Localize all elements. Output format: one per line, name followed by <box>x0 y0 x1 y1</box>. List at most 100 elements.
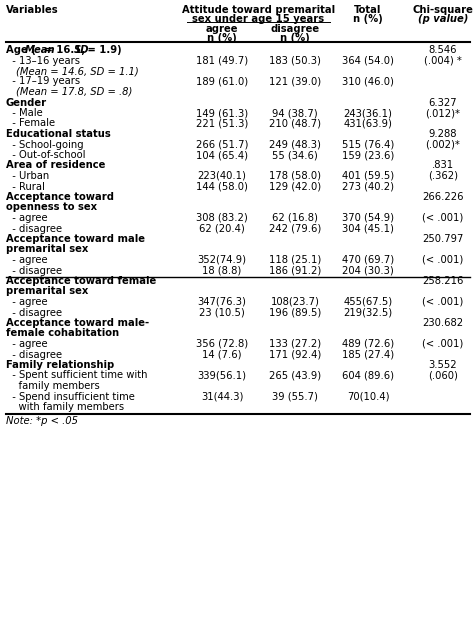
Text: 118 (25.1): 118 (25.1) <box>269 255 321 265</box>
Text: n (%): n (%) <box>280 33 310 43</box>
Text: - School-going: - School-going <box>6 140 83 150</box>
Text: 604 (89.6): 604 (89.6) <box>342 371 394 381</box>
Text: 171 (92.4): 171 (92.4) <box>269 349 321 360</box>
Text: - Urban: - Urban <box>6 171 49 181</box>
Text: premarital sex: premarital sex <box>6 244 88 255</box>
Text: - disagree: - disagree <box>6 223 62 234</box>
Text: 62 (16.8): 62 (16.8) <box>272 213 318 223</box>
Text: 181 (49.7): 181 (49.7) <box>196 56 248 65</box>
Text: Attitude toward premarital: Attitude toward premarital <box>182 5 335 15</box>
Text: 108(23.7): 108(23.7) <box>271 297 319 307</box>
Text: Variables: Variables <box>6 5 59 15</box>
Text: 144 (58.0): 144 (58.0) <box>196 182 248 191</box>
Text: 339(56.1): 339(56.1) <box>198 371 246 381</box>
Text: 356 (72.8): 356 (72.8) <box>196 339 248 349</box>
Text: .831: .831 <box>432 161 454 170</box>
Text: 352(74.9): 352(74.9) <box>198 255 246 265</box>
Text: openness to sex: openness to sex <box>6 202 97 212</box>
Text: 183 (50.3): 183 (50.3) <box>269 56 321 65</box>
Text: 9.288: 9.288 <box>429 129 457 139</box>
Text: 31(44.3): 31(44.3) <box>201 392 243 401</box>
Text: disagree: disagree <box>271 24 319 34</box>
Text: Age (: Age ( <box>6 45 36 55</box>
Text: 55 (34.6): 55 (34.6) <box>272 150 318 160</box>
Text: Total: Total <box>354 5 382 15</box>
Text: - 13–16 years: - 13–16 years <box>6 56 80 65</box>
Text: 347(76.3): 347(76.3) <box>198 297 246 307</box>
Text: (< .001): (< .001) <box>422 297 464 307</box>
Text: with family members: with family members <box>6 402 124 412</box>
Text: Note: *p < .05: Note: *p < .05 <box>6 417 78 426</box>
Text: 149 (61.3): 149 (61.3) <box>196 108 248 118</box>
Text: (< .001): (< .001) <box>422 213 464 223</box>
Text: - disagree: - disagree <box>6 307 62 317</box>
Text: 364 (54.0): 364 (54.0) <box>342 56 394 65</box>
Text: 185 (27.4): 185 (27.4) <box>342 349 394 360</box>
Text: - Spent sufficient time with: - Spent sufficient time with <box>6 371 147 381</box>
Text: 8.546: 8.546 <box>429 45 457 55</box>
Text: 189 (61.0): 189 (61.0) <box>196 77 248 86</box>
Text: Mean: Mean <box>25 45 55 55</box>
Text: (Mean = 14.6, SD = 1.1): (Mean = 14.6, SD = 1.1) <box>16 66 139 76</box>
Text: 470 (69.7): 470 (69.7) <box>342 255 394 265</box>
Text: 265 (43.9): 265 (43.9) <box>269 371 321 381</box>
Text: (.060): (.060) <box>428 371 458 381</box>
Text: 515 (76.4): 515 (76.4) <box>342 140 394 150</box>
Text: Educational status: Educational status <box>6 129 111 139</box>
Text: (Mean = 17.8, SD = .8): (Mean = 17.8, SD = .8) <box>16 87 132 97</box>
Text: 6.327: 6.327 <box>428 97 457 108</box>
Text: 121 (39.0): 121 (39.0) <box>269 77 321 86</box>
Text: - Female: - Female <box>6 118 55 129</box>
Text: 273 (40.2): 273 (40.2) <box>342 182 394 191</box>
Text: (.362): (.362) <box>428 171 458 181</box>
Text: Family relationship: Family relationship <box>6 360 114 370</box>
Text: 70(10.4): 70(10.4) <box>347 392 389 401</box>
Text: 196 (89.5): 196 (89.5) <box>269 307 321 317</box>
Text: 104 (65.4): 104 (65.4) <box>196 150 248 160</box>
Text: (< .001): (< .001) <box>422 255 464 265</box>
Text: Area of residence: Area of residence <box>6 161 105 170</box>
Text: 242 (79.6): 242 (79.6) <box>269 223 321 234</box>
Text: - agree: - agree <box>6 213 47 223</box>
Text: 14 (7.6): 14 (7.6) <box>202 349 242 360</box>
Text: Acceptance toward female: Acceptance toward female <box>6 276 156 286</box>
Text: (.012)*: (.012)* <box>426 108 461 118</box>
Text: 223(40.1): 223(40.1) <box>198 171 246 181</box>
Text: = 16.1,: = 16.1, <box>41 45 89 55</box>
Text: 3.552: 3.552 <box>428 360 457 370</box>
Text: 304 (45.1): 304 (45.1) <box>342 223 394 234</box>
Text: 62 (20.4): 62 (20.4) <box>199 223 245 234</box>
Text: - Rural: - Rural <box>6 182 45 191</box>
Text: - agree: - agree <box>6 339 47 349</box>
Text: SD: SD <box>74 45 90 55</box>
Text: - 17–19 years: - 17–19 years <box>6 77 80 86</box>
Text: family members: family members <box>6 381 100 391</box>
Text: 23 (10.5): 23 (10.5) <box>199 307 245 317</box>
Text: - Spend insufficient time: - Spend insufficient time <box>6 392 135 401</box>
Text: - agree: - agree <box>6 297 47 307</box>
Text: female cohabitation: female cohabitation <box>6 328 119 339</box>
Text: Acceptance toward male: Acceptance toward male <box>6 234 145 244</box>
Text: - disagree: - disagree <box>6 266 62 275</box>
Text: 266 (51.7): 266 (51.7) <box>196 140 248 150</box>
Text: 401 (59.5): 401 (59.5) <box>342 171 394 181</box>
Text: 186 (91.2): 186 (91.2) <box>269 266 321 275</box>
Text: - Male: - Male <box>6 108 43 118</box>
Text: (.002)*: (.002)* <box>426 140 460 150</box>
Text: 204 (30.3): 204 (30.3) <box>342 266 394 275</box>
Text: n (%): n (%) <box>207 33 237 43</box>
Text: Chi-square: Chi-square <box>412 5 474 15</box>
Text: 489 (72.6): 489 (72.6) <box>342 339 394 349</box>
Text: (.004) *: (.004) * <box>424 56 462 65</box>
Text: 308 (83.2): 308 (83.2) <box>196 213 248 223</box>
Text: premarital sex: premarital sex <box>6 287 88 296</box>
Text: 250.797: 250.797 <box>422 234 464 244</box>
Text: sex under age 15 years: sex under age 15 years <box>192 14 325 24</box>
Text: Gender: Gender <box>6 97 47 108</box>
Text: 431(63.9): 431(63.9) <box>344 118 392 129</box>
Text: - agree: - agree <box>6 255 47 265</box>
Text: 230.682: 230.682 <box>422 318 464 328</box>
Text: 258.216: 258.216 <box>422 276 464 286</box>
Text: 310 (46.0): 310 (46.0) <box>342 77 394 86</box>
Text: 243(36.1): 243(36.1) <box>344 108 392 118</box>
